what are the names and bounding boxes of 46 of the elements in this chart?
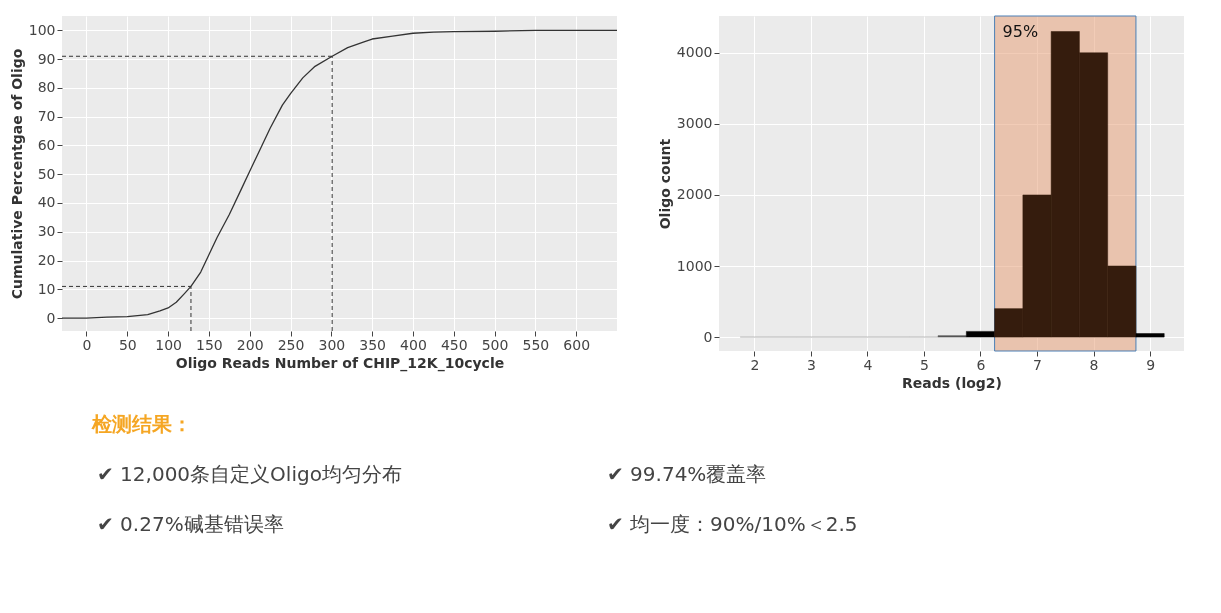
- y-tick-label: 80: [37, 79, 56, 96]
- x-axis-title: Oligo Reads Number of CHIP_12K_10cycle: [175, 354, 505, 372]
- x-tick-label: 0: [82, 336, 92, 353]
- x-tick-label: 2: [750, 356, 760, 373]
- y-tick-label: 60: [37, 136, 56, 153]
- x-tick-label: 8: [1089, 356, 1099, 373]
- y-tick-label: 90: [37, 50, 56, 67]
- y-axis-title: Oligo count: [656, 138, 673, 230]
- x-tick-label: 200: [236, 336, 264, 353]
- text: ✔ 99.74%覆盖率: [607, 462, 767, 486]
- x-tick-label: 250: [277, 336, 305, 353]
- x-tick-label: 4: [863, 356, 873, 373]
- x-tick-label: 50: [118, 336, 137, 353]
- x-tick-label: 450: [440, 336, 468, 353]
- y-tick-label: 30: [37, 223, 56, 240]
- y-tick-label: 50: [37, 165, 56, 182]
- x-tick-label: 9: [1146, 356, 1156, 373]
- text: ✔ 均一度：90%/10%＜2.5: [607, 512, 858, 536]
- y-tick-label: 40: [37, 194, 56, 211]
- x-tick-label: 500: [481, 336, 509, 353]
- x-tick-label: 6: [976, 356, 986, 373]
- y-tick-label: 3000: [676, 115, 713, 132]
- y-tick-label: 0: [46, 309, 56, 326]
- x-tick-label: 150: [196, 336, 223, 353]
- y-tick-label: 10: [37, 280, 56, 297]
- y-tick-label: 70: [37, 108, 56, 125]
- x-tick-label: 350: [359, 336, 387, 353]
- band-label: 95%: [1002, 22, 1039, 41]
- x-tick-label: 3: [806, 356, 816, 373]
- text: ✔ 0.27%碱基错误率: [97, 512, 284, 536]
- x-tick-label: 5: [919, 356, 929, 373]
- text: 检测结果：: [91, 412, 192, 436]
- y-axis-title: Cumulative Percentgae of Oligo: [8, 48, 25, 300]
- y-tick-label: 100: [28, 21, 56, 38]
- y-tick-label: 1000: [676, 257, 713, 274]
- x-axis-title: Reads (log2): [902, 374, 1002, 391]
- text: ✔ 12,000条自定义Oligo均匀分布: [97, 462, 402, 486]
- x-tick-label: 550: [522, 336, 550, 353]
- y-tick-label: 4000: [676, 44, 713, 61]
- x-tick-label: 7: [1033, 356, 1042, 373]
- y-tick-label: 2000: [676, 186, 713, 203]
- x-tick-label: 400: [400, 336, 427, 353]
- x-tick-label: 600: [563, 336, 591, 353]
- x-tick-label: 100: [155, 336, 182, 353]
- x-tick-label: 300: [318, 336, 346, 353]
- y-tick-label: 20: [37, 252, 56, 269]
